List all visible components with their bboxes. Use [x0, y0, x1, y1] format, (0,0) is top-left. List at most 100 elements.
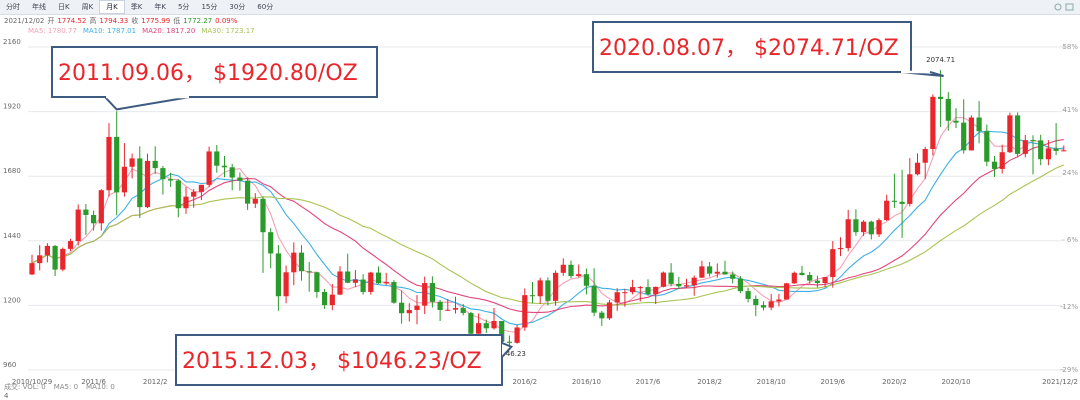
- candle-body: [337, 271, 343, 295]
- candle-body: [899, 201, 905, 204]
- candle-body: [383, 281, 389, 284]
- candle-body: [183, 196, 189, 209]
- candle-body: [791, 272, 797, 284]
- annotation-box: [175, 334, 503, 386]
- candle-body: [152, 160, 158, 169]
- candle-body: [406, 309, 412, 314]
- candle-body: [622, 292, 628, 294]
- y-tick-label: 1200: [3, 296, 21, 304]
- candle-body: [683, 285, 690, 287]
- candle-body: [314, 272, 320, 292]
- x-tick-label: 2018/10: [757, 378, 786, 386]
- tab[interactable]: 分时: [6, 3, 20, 11]
- candle-body: [306, 271, 312, 273]
- quote-change: 0.09%: [215, 17, 238, 25]
- candle-body: [938, 96, 944, 99]
- candle-body: [1030, 140, 1036, 142]
- annotation-tail: [501, 342, 514, 358]
- candle-body: [722, 271, 728, 275]
- y-tick-label: 1920: [3, 103, 21, 111]
- x-tick-label: 2020/2: [882, 378, 907, 386]
- candle-body: [637, 287, 643, 289]
- candle-body: [329, 294, 335, 306]
- candles: [29, 69, 1067, 347]
- candle-body: [206, 151, 212, 185]
- tab[interactable]: 季K: [130, 3, 143, 11]
- candle-body: [630, 287, 636, 293]
- candle-body: [945, 98, 951, 121]
- candle-body: [799, 272, 805, 275]
- candle-body: [668, 272, 674, 284]
- footer-number: 4: [4, 392, 9, 400]
- y2-tick-label: 41%: [1062, 106, 1078, 114]
- candle-body: [160, 168, 166, 180]
- y2-tick-label: -12%: [1060, 303, 1078, 311]
- candle-body: [707, 266, 713, 274]
- candle-body: [429, 283, 435, 302]
- candle-body: [37, 255, 43, 264]
- volume-item: MA10: 0: [86, 383, 115, 391]
- candle-body: [499, 321, 505, 342]
- min-label: 1046.23: [497, 350, 526, 358]
- candle-body: [91, 214, 97, 224]
- candle-body: [229, 167, 235, 178]
- candle-body: [1022, 140, 1028, 154]
- candle-body: [391, 281, 397, 303]
- y-tick-label: 1680: [3, 167, 21, 175]
- candle-body: [922, 149, 928, 163]
- tab[interactable]: 月K: [99, 0, 125, 14]
- tab[interactable]: 年线: [32, 3, 46, 11]
- candle-body: [784, 283, 790, 300]
- candle-body: [98, 190, 104, 224]
- tab[interactable]: 15分: [201, 3, 218, 11]
- quote-label: 高: [89, 17, 97, 25]
- candle-body: [52, 245, 58, 270]
- candle-body: [699, 266, 705, 278]
- candle-body: [1053, 148, 1059, 151]
- x-tick-label: 2018/2: [697, 378, 722, 386]
- tab[interactable]: 30分: [229, 3, 246, 11]
- candle-body: [776, 299, 782, 302]
- quote-label: 开: [47, 17, 55, 25]
- candle-body: [568, 264, 574, 277]
- candle-body: [676, 283, 682, 287]
- candle-body: [1061, 150, 1067, 152]
- ma-line: [31, 139, 1064, 313]
- quote-label: 收: [131, 17, 139, 25]
- candle-body: [260, 198, 266, 233]
- quote-value: 1775.99: [141, 17, 171, 25]
- tab[interactable]: 60分: [257, 3, 274, 11]
- candle-body: [422, 283, 428, 306]
- candle-body: [29, 263, 35, 275]
- candle-body: [914, 162, 921, 175]
- tab[interactable]: 周K: [81, 3, 94, 11]
- candle-body: [730, 274, 736, 279]
- x-tick-label: 2016/10: [572, 378, 601, 386]
- candle-body: [991, 161, 998, 169]
- candle-body: [483, 323, 489, 329]
- candle-body: [861, 221, 867, 233]
- candle-body: [653, 286, 659, 295]
- legend-entry: MA20: 1817.20: [142, 27, 196, 35]
- legend-entry: MA30: 1723.17: [201, 27, 255, 35]
- candle-body: [837, 248, 844, 250]
- candle-body: [768, 301, 774, 308]
- tab[interactable]: 日K: [58, 3, 70, 11]
- candle-body: [245, 180, 251, 204]
- candle-body: [291, 252, 297, 273]
- candle-body: [67, 241, 74, 249]
- candle-body: [345, 271, 351, 283]
- candle-body: [891, 200, 897, 202]
- candle-body: [414, 305, 420, 310]
- candle-body: [44, 245, 50, 256]
- candle-body: [214, 151, 220, 166]
- tab[interactable]: 5分: [177, 3, 190, 11]
- candle-body: [853, 219, 859, 233]
- candle-body: [237, 177, 243, 181]
- quote-value: 1794.33: [99, 17, 129, 25]
- tab[interactable]: 年K: [154, 3, 166, 11]
- candle-body: [599, 312, 605, 319]
- candle-body: [868, 221, 874, 235]
